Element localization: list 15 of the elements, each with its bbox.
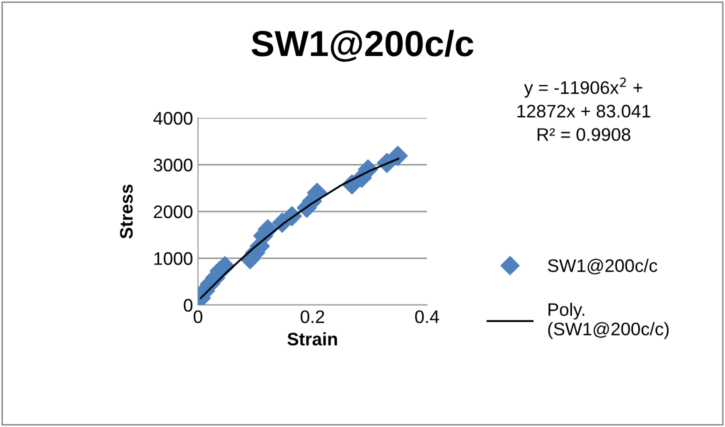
y-tick-label: 2000	[154, 205, 192, 218]
y-tick-label: 3000	[154, 158, 192, 172]
x-tick-label: 0	[194, 310, 202, 324]
y-tick-label: 4000	[153, 112, 192, 125]
x-axis-title: Strain	[287, 332, 337, 346]
legend-label: Poly. (SW1@200c/c)	[548, 302, 669, 339]
point	[388, 146, 408, 166]
chart-title: SW1@200c/c	[252, 30, 474, 62]
x-tick-label: 0.4	[415, 310, 440, 324]
y-tick-label: 1000	[154, 252, 192, 265]
y-axis-title: Stress	[120, 184, 133, 239]
x-tick-label: 0.2	[300, 310, 324, 324]
text: y = -11906x$^{2}$ + 12872x + 83.041 R² = 0.9908	[517, 78, 650, 141]
y-tick-label: 0	[184, 298, 192, 312]
legend-label: SW1@200c/c	[548, 258, 658, 274]
